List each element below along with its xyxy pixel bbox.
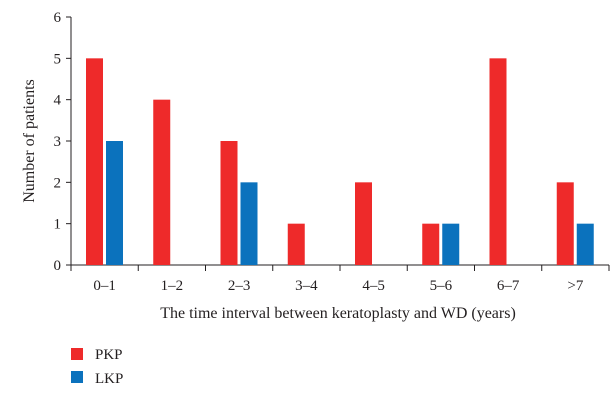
bar-pkp: [489, 58, 507, 266]
bar-pkp: [287, 223, 305, 265]
bar-lkp: [106, 141, 123, 265]
x-axis: 0–1 1–2 2–3 3–4 4–5 5–6 6–7 >7: [70, 264, 610, 294]
x-tick-label: >7: [567, 278, 583, 294]
bar-pkp: [153, 99, 171, 266]
x-tick-label: 0–1: [93, 278, 116, 294]
x-tick-label: 1–2: [161, 278, 184, 294]
y-tick-label: 0: [54, 258, 62, 274]
y-tick-label: 5: [54, 51, 62, 67]
legend-swatch-lkp: [71, 371, 83, 383]
x-tick-label: 5–6: [430, 278, 453, 294]
x-tick-label: 3–4: [295, 278, 318, 294]
bar-pkp: [422, 223, 440, 265]
bar-pkp: [355, 182, 372, 265]
axis-labels: Number of patients The time interval bet…: [21, 79, 516, 322]
y-axis-label: Number of patients: [21, 79, 38, 203]
y-tick-label: 6: [54, 10, 62, 26]
x-tick-label: 6–7: [497, 278, 520, 294]
legend-label-pkp: PKP: [95, 347, 123, 363]
legend-swatch-pkp: [71, 348, 83, 360]
y-tick-label: 3: [54, 134, 62, 150]
bar-lkp: [240, 182, 258, 265]
legend: PKP LKP: [71, 347, 123, 387]
y-tick-label: 4: [54, 93, 62, 109]
legend-label-lkp: LKP: [95, 371, 123, 387]
x-axis-label: The time interval between keratoplasty a…: [160, 305, 516, 322]
bar-lkp: [442, 223, 460, 265]
bar-pkp: [556, 182, 574, 265]
y-tick-label: 1: [54, 217, 62, 233]
y-axis: 0 1 2 3 4 5 6: [54, 10, 72, 274]
bar-lkp: [576, 223, 594, 265]
bars: [86, 58, 594, 266]
bar-pkp: [86, 58, 103, 266]
x-tick-label: 2–3: [228, 278, 251, 294]
x-tick-label: 4–5: [362, 278, 385, 294]
bar-pkp: [220, 141, 238, 265]
y-tick-label: 2: [54, 175, 62, 191]
